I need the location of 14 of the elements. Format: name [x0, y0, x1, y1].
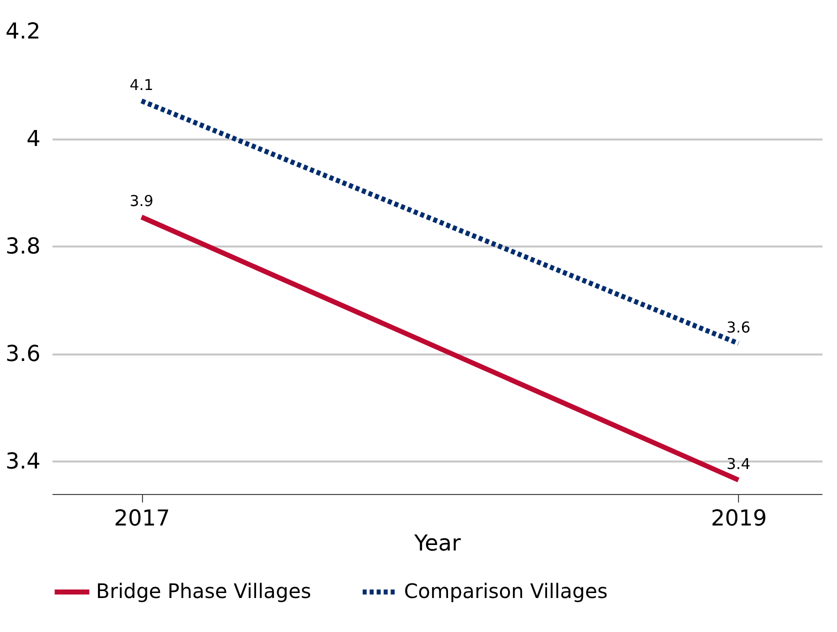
- legend-label: Comparison Villages: [404, 579, 608, 603]
- data-label: 4.1: [130, 76, 154, 94]
- y-tick-label: 3.4: [6, 450, 40, 475]
- y-tick-label: 4.2: [6, 20, 40, 44]
- data-label: 3.6: [726, 318, 750, 336]
- data-label: 3.9: [130, 192, 154, 210]
- y-tick-label: 3.8: [6, 234, 40, 260]
- legend-label: Bridge Phase Villages: [96, 579, 312, 603]
- x-tick-label: 2019: [710, 506, 767, 532]
- x-axis-title: Year: [413, 532, 462, 556]
- x-tick-label: 2017: [114, 506, 170, 532]
- data-label: 3.4: [726, 455, 750, 474]
- y-tick-label: 4: [26, 127, 40, 152]
- y-tick-label: 3.6: [6, 342, 40, 368]
